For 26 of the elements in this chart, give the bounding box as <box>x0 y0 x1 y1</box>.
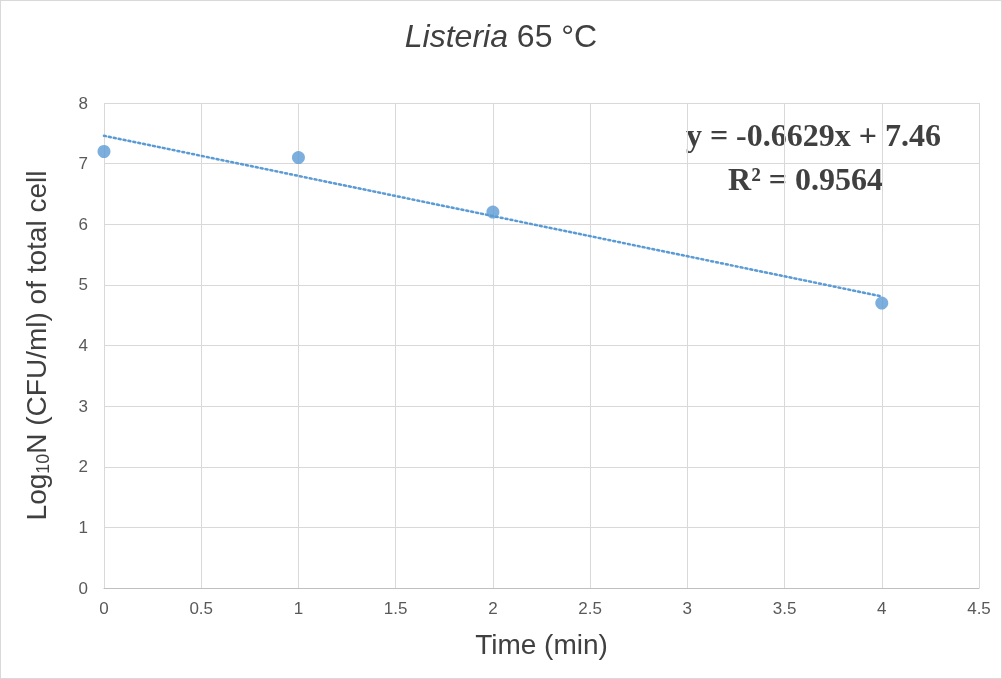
x-tick-label: 0 <box>99 599 109 618</box>
y-tick-label: 5 <box>78 275 88 295</box>
point <box>875 296 889 310</box>
y-tick-label: 3 <box>78 396 88 416</box>
x-tick-label: 2 <box>488 599 498 618</box>
x-tick-label: 2.5 <box>578 599 602 618</box>
point <box>291 151 305 165</box>
y-tick-label: 7 <box>78 154 88 174</box>
y-tick-label: 8 <box>78 93 88 113</box>
x-axis-title: Time (min) <box>475 628 608 660</box>
x-tick-label: 0.5 <box>189 599 214 618</box>
point <box>486 205 500 219</box>
y-tick-label: 4 <box>78 336 88 355</box>
x-tick-label: 4.5 <box>967 599 991 618</box>
x-tick-label: 1.5 <box>383 599 408 618</box>
point <box>97 145 111 158</box>
y-axis-title: Log10N (CFU/ml) of total cell <box>20 170 53 521</box>
y-tick-label: 6 <box>78 214 88 234</box>
x-tick-label: 4 <box>877 599 887 618</box>
chart-title: Listeria 65 °C <box>404 18 598 54</box>
x-tick-label: 1 <box>293 599 304 618</box>
y-tick-label: 0 <box>78 578 88 598</box>
x-tick-label: 3 <box>682 599 693 618</box>
y-tick-label: 1 <box>78 517 88 537</box>
x-tick-label: 3.5 <box>772 599 797 618</box>
y-tick-label: 2 <box>78 457 88 477</box>
